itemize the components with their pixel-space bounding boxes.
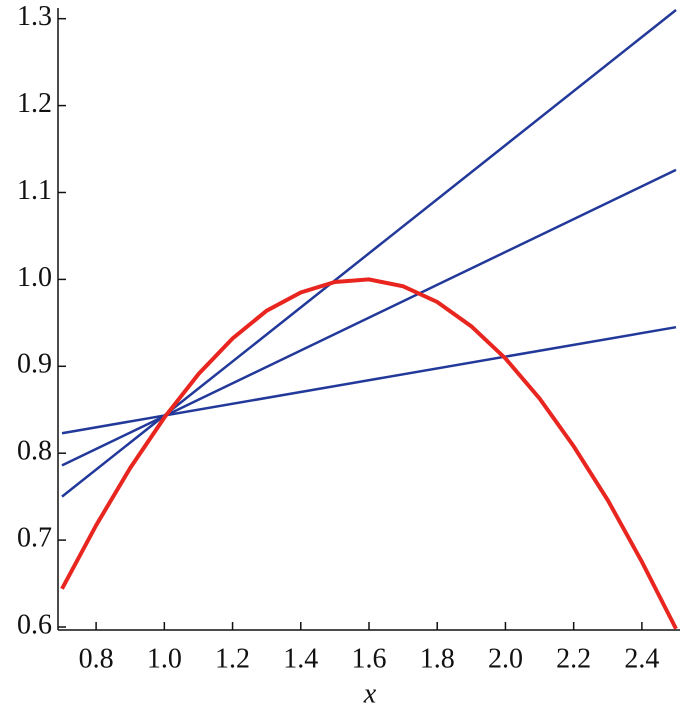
x-tick-label: 2.2 bbox=[556, 643, 591, 674]
x-tick-label: 0.8 bbox=[79, 643, 114, 674]
x-axis-label: x bbox=[363, 678, 377, 709]
x-tick-label: 2.4 bbox=[624, 643, 659, 674]
x-tick-label: 1.4 bbox=[283, 643, 318, 674]
y-tick-label: 0.6 bbox=[17, 609, 52, 640]
y-tick-label: 1.3 bbox=[17, 1, 52, 32]
x-tick-label: 1.0 bbox=[147, 643, 182, 674]
series-line bbox=[61, 9, 677, 498]
y-tick-label: 1.1 bbox=[17, 175, 52, 206]
x-tick-label: 1.2 bbox=[215, 643, 250, 674]
series-line bbox=[61, 325, 677, 435]
y-tick-label: 1.2 bbox=[17, 88, 52, 119]
series-line bbox=[60, 277, 678, 630]
y-tick-label: 1.0 bbox=[17, 262, 52, 293]
x-tick-label: 1.6 bbox=[352, 643, 387, 674]
y-tick-label: 0.8 bbox=[17, 436, 52, 467]
series-line bbox=[61, 168, 677, 467]
x-tick-label: 2.0 bbox=[488, 643, 523, 674]
y-tick-label: 0.7 bbox=[17, 523, 52, 554]
x-tick-label: 1.8 bbox=[420, 643, 455, 674]
y-tick-label: 0.9 bbox=[17, 349, 52, 380]
